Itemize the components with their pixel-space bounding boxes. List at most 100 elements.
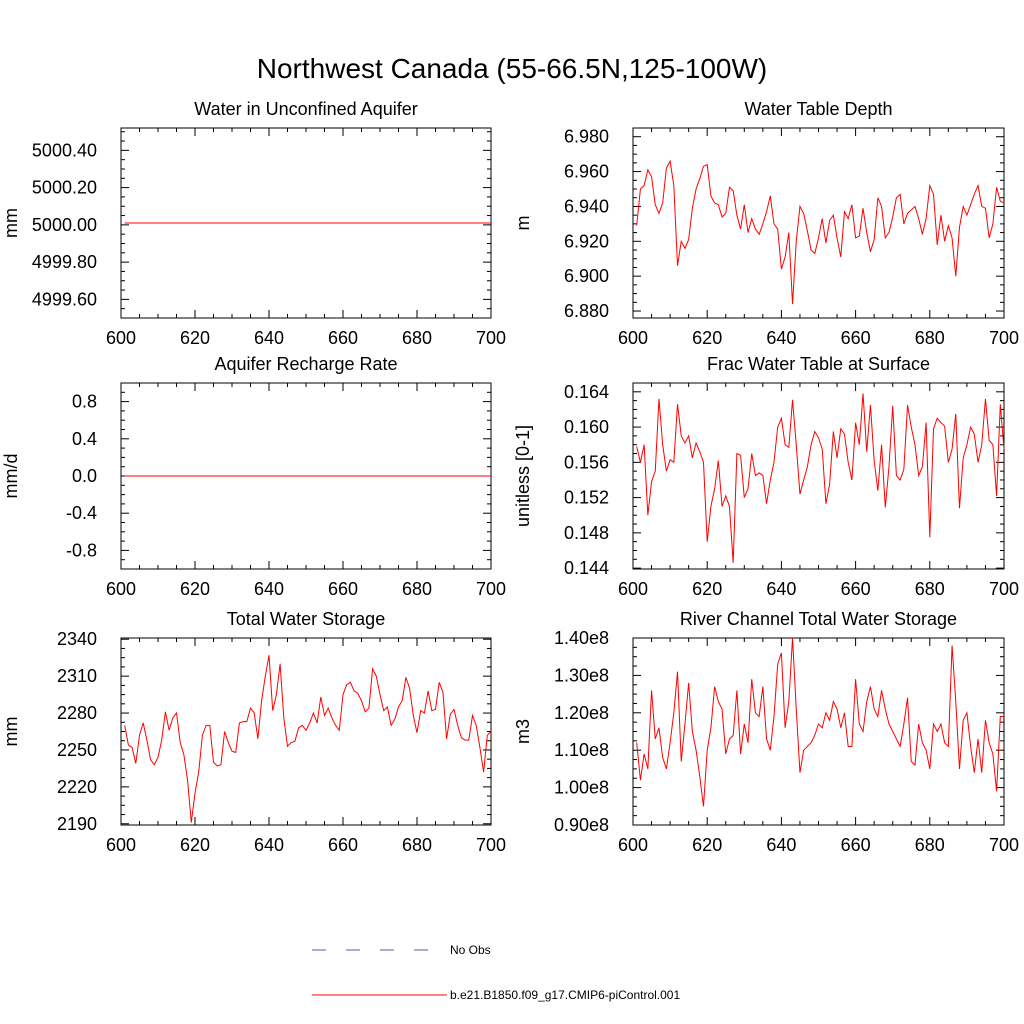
panel-aquifer-recharge: Aquifer Recharge Rate mm/d 600 620 640 660 680… bbox=[1, 354, 506, 599]
x-tick-label-frac-water-table: 600 bbox=[618, 579, 648, 599]
x-tick-label-aquifer-recharge: 680 bbox=[402, 579, 432, 599]
x-tick-label-frac-water-table: 660 bbox=[841, 579, 871, 599]
x-tick-label-river-channel-storage: 700 bbox=[989, 835, 1019, 855]
y-axis-label-aquifer-water: mm bbox=[1, 208, 21, 238]
y-tick-label-water-table-depth: 6.900 bbox=[564, 266, 609, 286]
y-tick-label-aquifer-recharge: -0.4 bbox=[66, 503, 97, 523]
page-title: Northwest Canada (55-66.5N,125-100W) bbox=[257, 53, 767, 84]
plot-frame-river-channel-storage bbox=[632, 637, 1005, 826]
y-tick-label-river-channel-storage: 1.10e8 bbox=[554, 740, 609, 760]
y-tick-label-aquifer-water: 4999.80 bbox=[32, 252, 97, 272]
y-axis-label-aquifer-recharge: mm/d bbox=[1, 454, 21, 499]
panel-title-water-table-depth: Water Table Depth bbox=[744, 99, 892, 119]
x-tick-label-water-table-depth: 640 bbox=[766, 328, 796, 348]
panel-aquifer-water: Water in Unconfined Aquifer mm 600 620 640 66… bbox=[1, 99, 506, 348]
y-tick-label-aquifer-recharge: -0.8 bbox=[66, 540, 97, 560]
y-tick-label-total-water-storage: 2340 bbox=[57, 629, 97, 649]
x-tick-label-river-channel-storage: 600 bbox=[618, 835, 648, 855]
y-tick-label-aquifer-water: 4999.60 bbox=[32, 289, 97, 309]
y-axis-label-total-water-storage: mm bbox=[1, 717, 21, 747]
y-tick-label-aquifer-recharge: 0.8 bbox=[72, 392, 97, 412]
y-tick-label-frac-water-table: 0.164 bbox=[564, 382, 609, 402]
x-tick-label-total-water-storage: 700 bbox=[476, 835, 506, 855]
panel-title-frac-water-table: Frac Water Table at Surface bbox=[707, 354, 930, 374]
chart-panels: Water in Unconfined Aquifer mm 600 620 640 66… bbox=[1, 99, 1019, 855]
x-tick-label-aquifer-water: 700 bbox=[476, 328, 506, 348]
y-tick-label-water-table-depth: 6.960 bbox=[564, 162, 609, 182]
y-tick-label-river-channel-storage: 1.00e8 bbox=[554, 778, 609, 798]
x-tick-label-river-channel-storage: 660 bbox=[841, 835, 871, 855]
y-tick-label-total-water-storage: 2250 bbox=[57, 740, 97, 760]
y-tick-label-total-water-storage: 2310 bbox=[57, 666, 97, 686]
panel-river-channel-storage: River Channel Total Water Storage m3 600 62… bbox=[513, 609, 1019, 855]
x-tick-label-frac-water-table: 700 bbox=[989, 579, 1019, 599]
legend: No Obs b.e21.B1850.f09_g17.CMIP6-piContr… bbox=[312, 943, 680, 1002]
y-tick-label-frac-water-table: 0.156 bbox=[564, 452, 609, 472]
y-axis-label-river-channel-storage: m3 bbox=[513, 719, 533, 744]
x-tick-label-aquifer-water: 640 bbox=[254, 328, 284, 348]
x-tick-label-aquifer-recharge: 700 bbox=[476, 579, 506, 599]
y-tick-label-frac-water-table: 0.148 bbox=[564, 523, 609, 543]
y-tick-label-aquifer-water: 5000.00 bbox=[32, 215, 97, 235]
x-tick-label-frac-water-table: 680 bbox=[915, 579, 945, 599]
x-tick-label-aquifer-water: 620 bbox=[180, 328, 210, 348]
panel-title-river-channel-storage: River Channel Total Water Storage bbox=[680, 609, 957, 629]
x-tick-label-total-water-storage: 640 bbox=[254, 835, 284, 855]
y-tick-label-water-table-depth: 6.980 bbox=[564, 127, 609, 147]
x-tick-label-aquifer-water: 680 bbox=[402, 328, 432, 348]
y-axis-label-frac-water-table: unitless [0-1] bbox=[513, 425, 533, 527]
plot-frame-water-table-depth bbox=[632, 127, 1005, 319]
legend-item-obs: No Obs bbox=[312, 943, 491, 957]
y-axis-label-water-table-depth: m bbox=[513, 216, 533, 231]
panel-title-aquifer-water: Water in Unconfined Aquifer bbox=[194, 99, 417, 119]
y-tick-label-total-water-storage: 2280 bbox=[57, 703, 97, 723]
panel-frac-water-table: Frac Water Table at Surface unitless [0-1… bbox=[513, 354, 1019, 599]
panel-water-table-depth: Water Table Depth m 600 620 640 660 680 700 6.88… bbox=[513, 99, 1019, 348]
x-tick-label-total-water-storage: 660 bbox=[328, 835, 358, 855]
y-tick-label-frac-water-table: 0.144 bbox=[564, 558, 609, 578]
legend-label-model: b.e21.B1850.f09_g17.CMIP6-piControl.001 bbox=[450, 988, 680, 1002]
plot-frame-total-water-storage bbox=[120, 637, 492, 826]
x-tick-label-total-water-storage: 680 bbox=[402, 835, 432, 855]
y-tick-label-river-channel-storage: 1.20e8 bbox=[554, 703, 609, 723]
x-tick-label-river-channel-storage: 680 bbox=[915, 835, 945, 855]
y-tick-label-total-water-storage: 2190 bbox=[57, 814, 97, 834]
x-tick-label-river-channel-storage: 620 bbox=[692, 835, 722, 855]
x-tick-label-water-table-depth: 600 bbox=[618, 328, 648, 348]
y-tick-label-water-table-depth: 6.920 bbox=[564, 231, 609, 251]
panel-total-water-storage: Total Water Storage mm 600 620 640 660 680 700 2… bbox=[1, 609, 506, 855]
x-tick-label-aquifer-recharge: 660 bbox=[328, 579, 358, 599]
series-line-total-water-storage bbox=[124, 655, 492, 823]
y-tick-label-frac-water-table: 0.152 bbox=[564, 488, 609, 508]
plot-frame-frac-water-table bbox=[632, 382, 1005, 570]
x-tick-label-aquifer-water: 600 bbox=[106, 328, 136, 348]
series-line-water-table-depth bbox=[636, 159, 1005, 305]
x-tick-label-water-table-depth: 680 bbox=[915, 328, 945, 348]
y-tick-label-river-channel-storage: 1.30e8 bbox=[554, 665, 609, 685]
series-line-river-channel-storage bbox=[636, 637, 1004, 807]
x-tick-label-water-table-depth: 700 bbox=[989, 328, 1019, 348]
x-tick-label-aquifer-recharge: 640 bbox=[254, 579, 284, 599]
x-tick-label-water-table-depth: 660 bbox=[841, 328, 871, 348]
y-tick-label-aquifer-recharge: 0.4 bbox=[72, 429, 97, 449]
y-tick-label-river-channel-storage: 0.90e8 bbox=[554, 815, 609, 835]
y-tick-label-aquifer-water: 5000.20 bbox=[32, 178, 97, 198]
panel-title-total-water-storage: Total Water Storage bbox=[227, 609, 385, 629]
x-tick-label-total-water-storage: 620 bbox=[180, 835, 210, 855]
x-tick-label-frac-water-table: 640 bbox=[766, 579, 796, 599]
y-tick-label-aquifer-recharge: 0.0 bbox=[72, 466, 97, 486]
y-tick-label-aquifer-water: 5000.40 bbox=[32, 140, 97, 160]
legend-item-model: b.e21.B1850.f09_g17.CMIP6-piControl.001 bbox=[312, 988, 680, 1002]
x-tick-label-river-channel-storage: 640 bbox=[766, 835, 796, 855]
legend-label-obs: No Obs bbox=[450, 943, 491, 957]
x-tick-label-frac-water-table: 620 bbox=[692, 579, 722, 599]
x-tick-label-total-water-storage: 600 bbox=[106, 835, 136, 855]
y-tick-label-water-table-depth: 6.880 bbox=[564, 301, 609, 321]
x-tick-label-water-table-depth: 620 bbox=[692, 328, 722, 348]
x-tick-label-aquifer-recharge: 600 bbox=[106, 579, 136, 599]
y-tick-label-river-channel-storage: 1.40e8 bbox=[554, 628, 609, 648]
panel-title-aquifer-recharge: Aquifer Recharge Rate bbox=[214, 354, 397, 374]
series-line-frac-water-table bbox=[636, 393, 1005, 563]
y-tick-label-total-water-storage: 2220 bbox=[57, 777, 97, 797]
x-tick-label-aquifer-recharge: 620 bbox=[180, 579, 210, 599]
